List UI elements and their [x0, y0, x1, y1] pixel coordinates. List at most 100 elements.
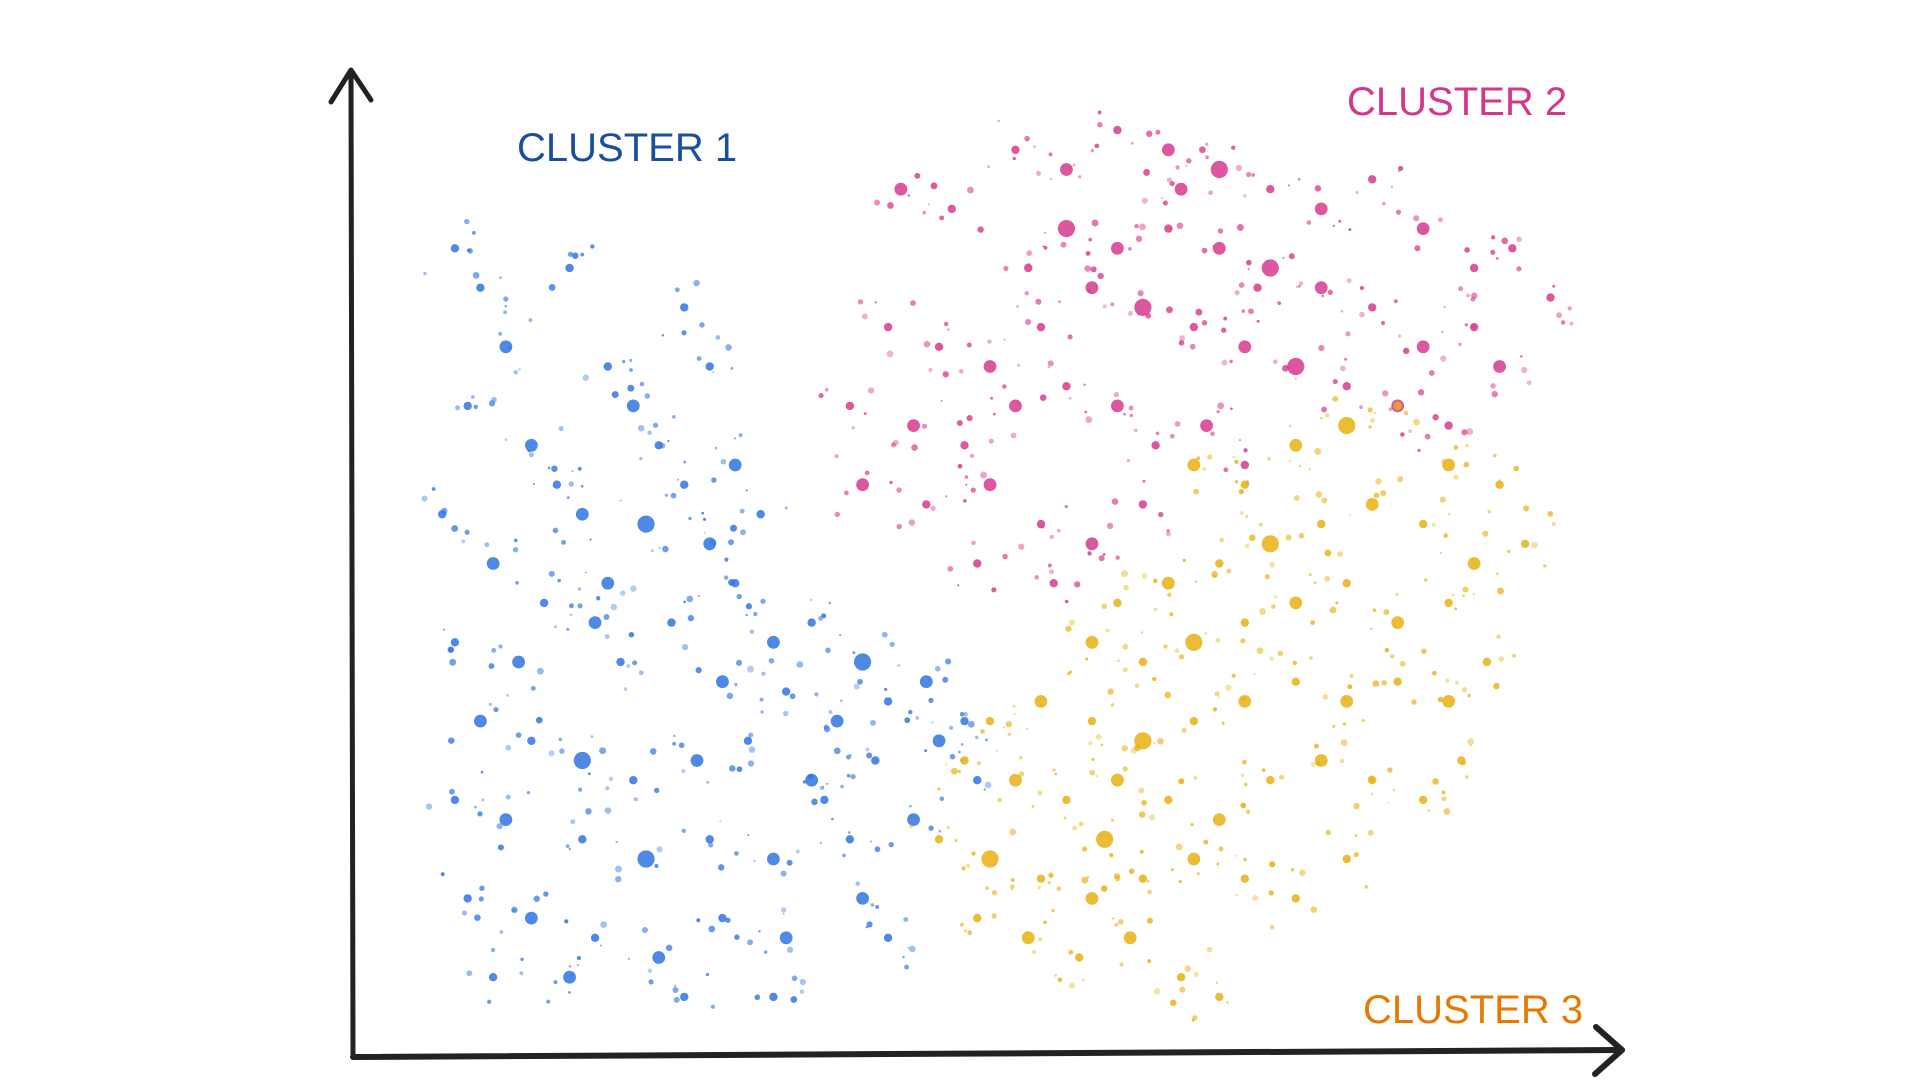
speckle-dot	[847, 831, 851, 834]
speckle-dot	[1344, 357, 1348, 361]
speckle-dot	[1314, 185, 1322, 192]
speckle-dot	[1246, 259, 1252, 266]
speckle-dot	[709, 539, 717, 547]
speckle-dot	[1461, 429, 1468, 436]
speckle-dot	[1102, 553, 1106, 556]
speckle-dot	[946, 825, 951, 830]
speckle-dot	[1113, 391, 1120, 398]
speckle-dot	[1313, 743, 1320, 749]
data-point	[1368, 175, 1377, 184]
speckle-dot	[1490, 249, 1496, 255]
data-point	[960, 441, 969, 450]
speckle-dot	[1490, 383, 1496, 389]
speckle-dot	[547, 466, 551, 470]
speckle-dot	[846, 754, 851, 760]
speckle-dot	[1256, 319, 1260, 323]
speckle-dot	[1332, 378, 1338, 385]
speckle-dot	[484, 542, 490, 548]
speckle-dot	[696, 918, 701, 923]
speckle-dot	[1012, 156, 1016, 161]
speckle-dot	[881, 631, 888, 638]
speckle-dot	[865, 747, 870, 752]
speckle-dot	[991, 889, 998, 896]
speckle-dot	[1024, 318, 1032, 326]
speckle-dot	[1201, 424, 1204, 427]
speckle-dot	[1223, 316, 1228, 321]
speckle-dot	[1272, 359, 1278, 365]
speckle-dot	[966, 342, 972, 348]
speckle-dot	[1018, 543, 1025, 550]
speckle-dot	[861, 313, 868, 320]
speckle-dot	[1560, 320, 1566, 325]
speckle-dot	[1340, 310, 1344, 313]
data-point	[463, 894, 472, 903]
speckle-dot	[1190, 822, 1194, 827]
speckle-dot	[552, 527, 559, 534]
speckle-dot	[937, 787, 941, 791]
data-point	[767, 635, 780, 649]
speckle-dot	[1321, 294, 1325, 298]
speckle-dot	[1240, 773, 1245, 777]
data-point	[499, 340, 513, 354]
speckle-dot	[1441, 790, 1446, 795]
speckle-dot	[554, 625, 558, 629]
speckle-dot	[1340, 739, 1348, 746]
speckle-dot	[548, 284, 556, 291]
speckle-dot	[1466, 293, 1470, 298]
speckle-dot	[1523, 505, 1530, 512]
speckle-dot	[1421, 648, 1427, 655]
speckle-dot	[839, 634, 842, 637]
speckle-dot	[842, 853, 846, 858]
speckle-dot	[627, 957, 630, 960]
speckle-dot	[1293, 494, 1300, 502]
speckle-dot	[447, 646, 455, 653]
speckle-dot	[745, 489, 748, 492]
speckle-dot	[1002, 384, 1007, 389]
speckle-dot	[670, 492, 677, 499]
speckle-dot	[1397, 334, 1402, 338]
speckle-dot	[513, 369, 519, 375]
speckle-dot	[1453, 474, 1460, 480]
speckle-dot	[589, 538, 592, 541]
speckle-dot	[503, 310, 508, 315]
speckle-dot	[1134, 744, 1141, 752]
speckle-dot	[1012, 704, 1016, 708]
speckle-dot	[1010, 877, 1015, 882]
speckle-dot	[1095, 774, 1098, 778]
data-point	[1393, 677, 1402, 686]
speckle-dot	[1431, 522, 1436, 527]
speckle-dot	[914, 172, 921, 179]
speckle-dot	[1179, 986, 1186, 993]
speckle-dot	[530, 685, 536, 691]
speckle-dot	[561, 539, 567, 545]
speckle-dot	[834, 454, 839, 459]
speckle-dot	[971, 540, 976, 546]
axes	[328, 67, 1625, 1077]
speckle-dot	[1244, 543, 1250, 549]
speckle-dot	[1491, 390, 1499, 398]
speckle-dot	[1085, 657, 1089, 661]
speckle-dot	[1035, 298, 1042, 305]
speckle-dot	[1337, 551, 1343, 558]
speckle-dot	[1186, 158, 1192, 164]
speckle-dot	[1465, 775, 1469, 779]
speckle-dot	[1047, 563, 1052, 568]
speckle-dot	[1346, 278, 1352, 284]
speckle-dot	[610, 603, 618, 611]
speckle-dot	[699, 322, 705, 328]
speckle-dot	[511, 906, 518, 914]
speckle-dot	[605, 786, 610, 791]
data-point	[983, 478, 997, 492]
speckle-dot	[984, 886, 989, 891]
speckle-dot	[423, 271, 427, 276]
speckle-dot	[1137, 313, 1140, 316]
speckle-dot	[796, 661, 804, 668]
data-point	[486, 557, 500, 570]
speckle-dot	[927, 203, 930, 206]
speckle-dot	[1235, 854, 1238, 857]
speckle-dot	[1451, 593, 1455, 597]
data-point	[1134, 298, 1152, 316]
speckle-dot	[504, 438, 508, 442]
speckle-dot	[1121, 570, 1129, 578]
